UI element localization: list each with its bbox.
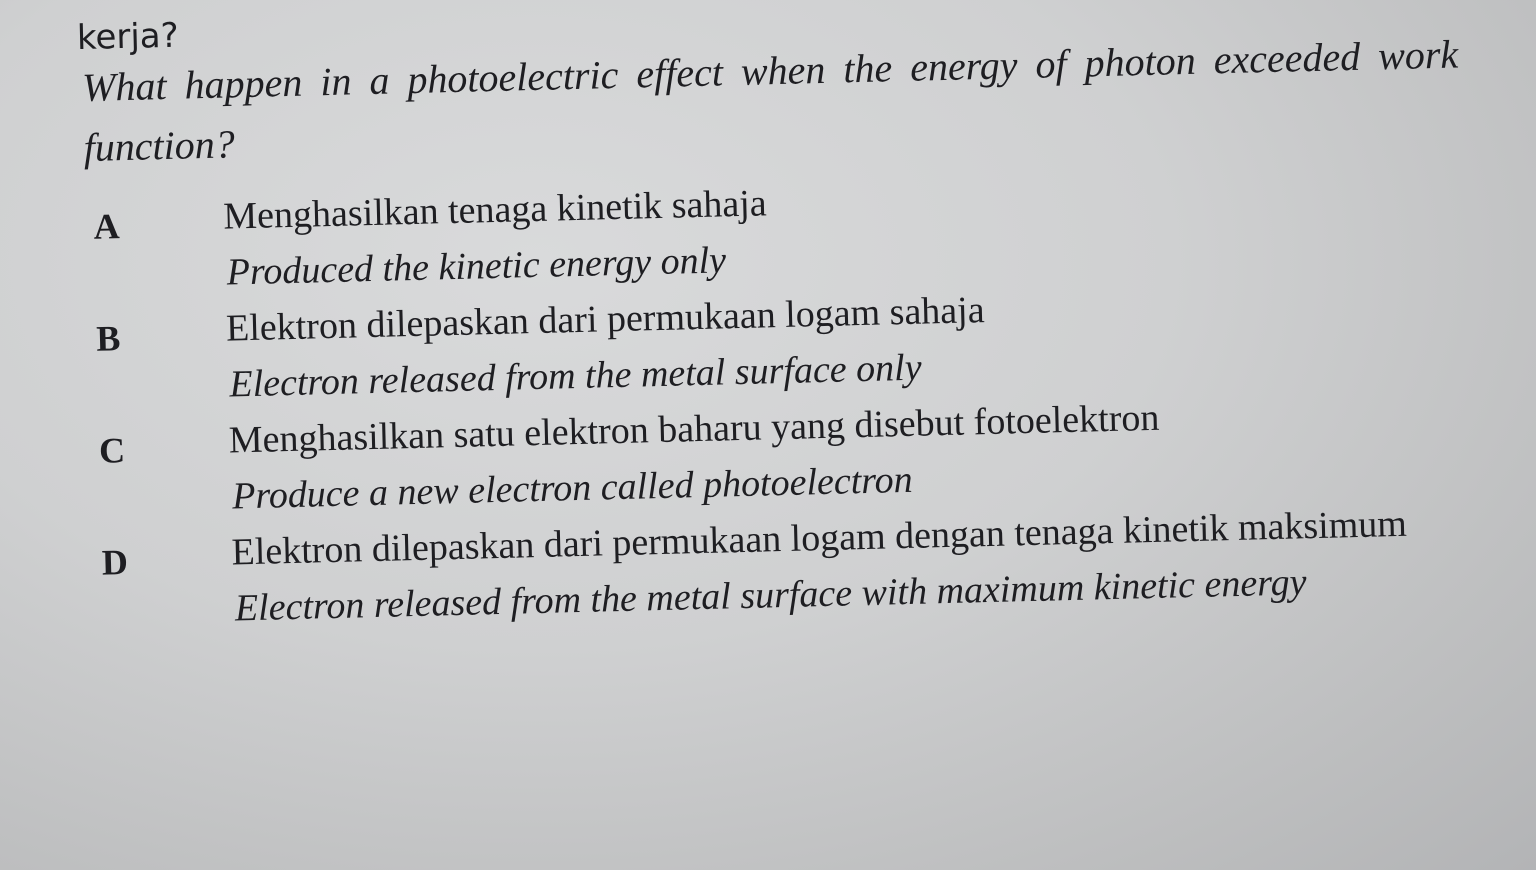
option-label: D	[101, 542, 129, 583]
option-english: Produced the kinetic energy only	[226, 239, 727, 294]
option-label: C	[98, 430, 126, 471]
option-label: A	[93, 206, 121, 247]
option-english: Electron released from the metal surface…	[228, 346, 923, 406]
option-english: Produce a new electron called photoelect…	[231, 458, 914, 518]
option-english: Electron released from the metal surface…	[234, 561, 1307, 630]
option-malay: Menghasilkan tenaga kinetik sahaja	[222, 182, 768, 238]
question-prefix: kerja?	[76, 15, 180, 59]
question-text: What happen in a photoelectric effect wh…	[81, 31, 1459, 170]
option-label: B	[95, 318, 121, 359]
